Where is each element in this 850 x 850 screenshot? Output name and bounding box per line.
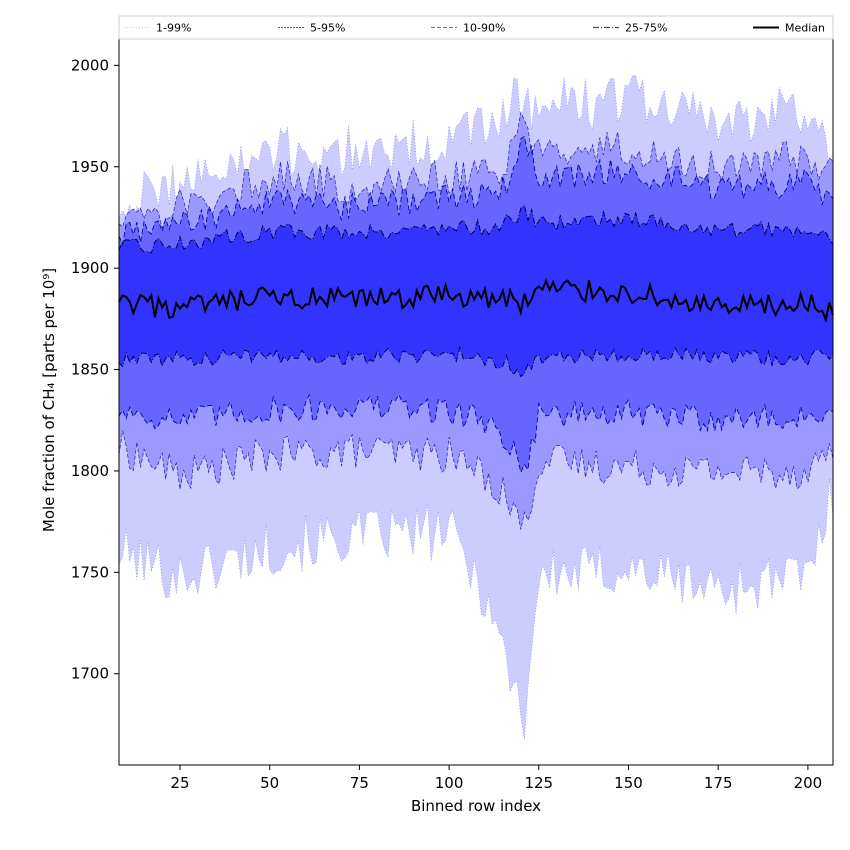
axes: 25 50 75 100 125 150 175 200 1700 1750 1800 1850 190… (40, 38, 834, 815)
y-tick-label: 1700 (71, 665, 109, 683)
y-tick-label: 1950 (71, 158, 109, 176)
band-lower-line-10-90pct (118, 393, 834, 474)
x-tick-label: 25 (170, 774, 189, 792)
band-upper-line-25-75pct (118, 204, 834, 254)
y-tick-label: 2000 (71, 56, 109, 74)
percentile-bands (119, 75, 833, 740)
band-lower-line-25-75pct (118, 345, 834, 378)
median-line (118, 278, 834, 324)
legend-label: 25-75% (625, 22, 667, 35)
x-tick-label: 125 (524, 774, 553, 792)
y-tick-label: 1850 (71, 361, 109, 379)
x-tick-label: 75 (350, 774, 369, 792)
y-tick-label: 1900 (71, 259, 109, 277)
legend: 1-99% 5-95% 10-90% 25-75% Median (118, 15, 834, 40)
x-tick-label: 50 (260, 774, 279, 792)
median-layer (118, 278, 834, 324)
legend-label: 10-90% (463, 22, 505, 35)
legend-label: Median (785, 22, 825, 35)
legend-label: 5-95% (310, 22, 345, 35)
y-tick-label: 1800 (71, 462, 109, 480)
band-edge-lines (118, 74, 834, 740)
band-upper-line-10-90pct (118, 135, 834, 246)
band-upper-line-1-99pct (118, 74, 834, 230)
legend-label: 1-99% (156, 22, 191, 35)
y-tick-label: 1750 (71, 563, 109, 581)
legend-box (118, 15, 834, 40)
x-tick-label: 150 (614, 774, 643, 792)
band-lower-line-5-95pct (118, 430, 834, 530)
x-tick-label: 100 (435, 774, 464, 792)
x-axis-label: Binned row index (411, 797, 541, 815)
x-tick-label: 200 (794, 774, 823, 792)
y-axis-label: Mole fraction of CH₄ [parts per 10⁹] (40, 268, 58, 532)
band-25-75pct (119, 205, 833, 377)
x-tick-label: 175 (704, 774, 733, 792)
